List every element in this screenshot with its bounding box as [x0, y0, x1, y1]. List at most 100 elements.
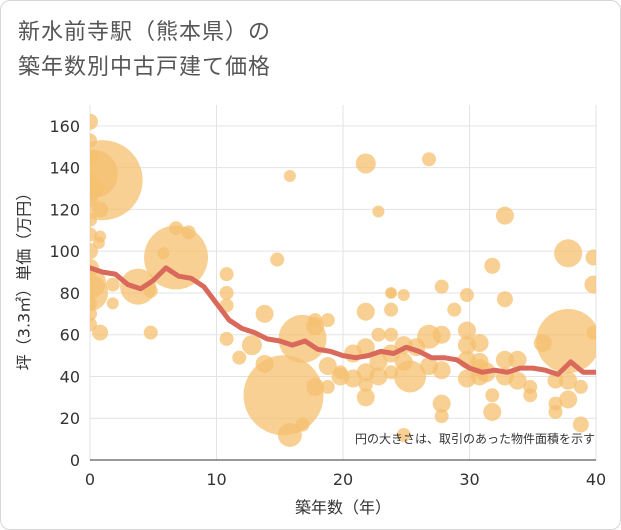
data-bubble: [585, 249, 596, 266]
data-bubble: [523, 388, 538, 403]
x-axis-ticks: 0 10 20 30 40: [85, 470, 606, 489]
data-bubble: [181, 225, 196, 240]
data-bubble: [548, 404, 563, 419]
y-tick-label: 140: [49, 159, 80, 178]
data-bubble: [584, 275, 596, 294]
data-bubble: [283, 170, 296, 182]
data-bubble: [90, 140, 143, 221]
y-tick-label: 100: [49, 242, 80, 261]
title-line-1: 新水前寺駅（熊本県）の: [18, 20, 272, 45]
data-bubble: [241, 335, 262, 356]
data-bubble: [92, 201, 109, 218]
data-bubble: [90, 113, 98, 130]
data-bubble: [434, 279, 449, 294]
data-bubble: [333, 365, 348, 380]
data-bubble: [270, 252, 285, 267]
y-tick-label: 20: [60, 409, 80, 428]
data-bubble: [422, 152, 437, 167]
data-bubble: [394, 360, 427, 393]
data-bubble: [219, 331, 234, 346]
data-bubble: [371, 327, 386, 342]
data-bubble: [358, 377, 373, 392]
data-bubble: [483, 402, 502, 421]
data-bubble: [356, 388, 375, 407]
data-bubble: [306, 377, 325, 396]
y-tick-label: 160: [49, 117, 80, 136]
data-bubble: [559, 371, 578, 390]
data-bubble: [219, 267, 234, 282]
bubble-layer: [90, 113, 596, 447]
data-bubble: [536, 308, 596, 373]
average-price-line: [90, 265, 596, 377]
x-tick-label: 20: [333, 470, 353, 489]
data-bubble: [356, 302, 375, 321]
y-tick-label: 120: [49, 200, 80, 219]
data-bubble: [308, 313, 323, 328]
data-bubble: [372, 205, 385, 218]
data-bubble: [369, 367, 388, 386]
data-bubble: [169, 221, 184, 236]
data-bubble: [255, 304, 274, 323]
data-bubble: [432, 361, 451, 380]
data-bubble: [547, 372, 564, 389]
data-bubble: [496, 291, 513, 308]
grid-lines: [89, 105, 597, 460]
data-bubble: [355, 153, 376, 174]
title-line-2: 築年数別中古戸建て価格: [18, 55, 272, 80]
data-bubble: [508, 371, 527, 390]
data-bubble: [559, 390, 578, 409]
data-bubble: [92, 324, 109, 341]
y-tick-label: 40: [60, 367, 80, 386]
data-bubble: [495, 206, 514, 225]
data-bubble: [106, 297, 119, 310]
data-bubble: [90, 296, 97, 311]
data-bubble: [396, 427, 411, 442]
data-bubble: [356, 338, 375, 357]
data-bubble: [573, 379, 588, 394]
data-bubble: [105, 277, 120, 292]
data-bubble: [484, 257, 501, 274]
y-axis-title: 坪（3.3㎡）単価（万円）: [15, 185, 34, 370]
y-tick-label: 0: [70, 451, 80, 470]
data-bubble: [219, 285, 234, 300]
data-bubble: [572, 416, 589, 433]
data-bubble: [397, 289, 410, 302]
data-bubble: [318, 357, 337, 376]
y-axis-ticks: 0 20 40 60 80 100 120 140 160: [49, 117, 80, 470]
data-bubble: [586, 325, 596, 340]
data-bubble: [432, 394, 451, 413]
data-bubble: [386, 287, 397, 298]
data-bubble: [384, 327, 399, 342]
y-tick-label: 60: [60, 326, 80, 345]
x-axis-title: 築年数（年）: [295, 498, 391, 517]
x-tick-label: 30: [459, 470, 479, 489]
data-bubble: [320, 379, 335, 394]
data-bubble: [554, 239, 583, 268]
data-bubble: [277, 422, 302, 447]
data-bubble: [434, 409, 449, 424]
data-bubble: [470, 334, 489, 353]
y-tick-label: 80: [60, 284, 80, 303]
data-bubble: [243, 355, 324, 436]
data-bubble: [369, 352, 388, 371]
data-bubble: [320, 313, 335, 328]
data-bubble: [143, 325, 158, 340]
chart-title: 新水前寺駅（熊本県）の 築年数別中古戸建て価格: [18, 15, 271, 85]
bubble-size-note: 円の大きさは、取引のあった物件面積を示す: [355, 431, 595, 446]
data-bubble: [432, 325, 451, 344]
x-tick-label: 0: [85, 470, 95, 489]
data-bubble: [447, 302, 462, 317]
data-bubble: [457, 321, 476, 340]
data-bubble: [508, 350, 527, 369]
data-bubble: [232, 350, 247, 365]
x-tick-label: 40: [586, 470, 606, 489]
data-bubble: [295, 417, 310, 432]
data-bubble: [384, 302, 399, 317]
data-bubble: [92, 236, 105, 249]
data-bubble: [485, 388, 500, 403]
data-bubble: [459, 288, 474, 303]
data-bubble: [495, 350, 514, 369]
x-tick-label: 10: [206, 470, 226, 489]
